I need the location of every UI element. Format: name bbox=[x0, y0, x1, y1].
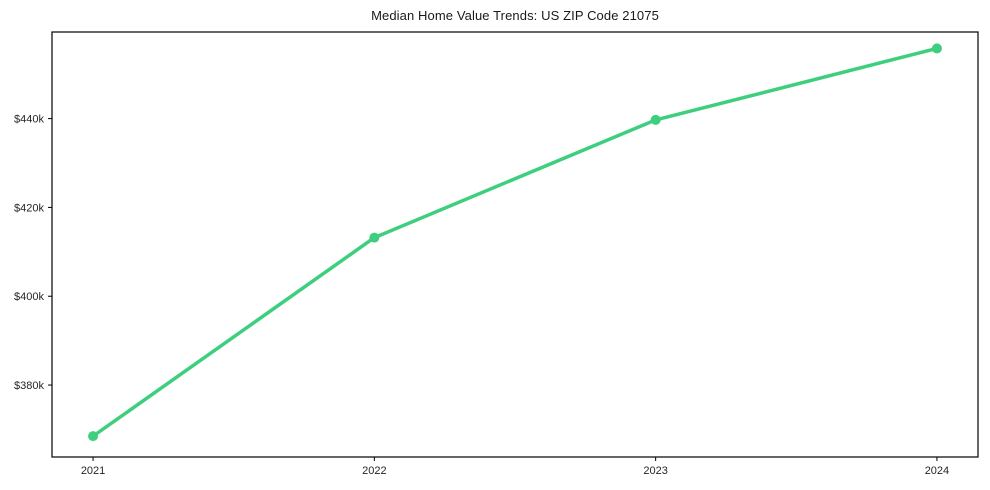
plot-frame bbox=[51, 31, 979, 458]
y-tick-label: $380k bbox=[14, 380, 44, 392]
x-tick-label: 2024 bbox=[925, 465, 949, 477]
x-tick-label: 2023 bbox=[643, 465, 667, 477]
y-tick-label: $440k bbox=[14, 113, 44, 125]
chart-title: Median Home Value Trends: US ZIP Code 21… bbox=[371, 8, 659, 23]
data-point-2023 bbox=[650, 114, 661, 125]
y-tick-label: $400k bbox=[14, 291, 44, 303]
trend-line bbox=[91, 46, 939, 438]
x-tick-label: 2021 bbox=[81, 465, 105, 477]
data-point-2024 bbox=[931, 43, 942, 54]
data-point-2021 bbox=[88, 431, 99, 442]
y-tick-label: $420k bbox=[14, 202, 44, 214]
x-tick-label: 2022 bbox=[362, 465, 386, 477]
data-point-2022 bbox=[369, 232, 380, 243]
